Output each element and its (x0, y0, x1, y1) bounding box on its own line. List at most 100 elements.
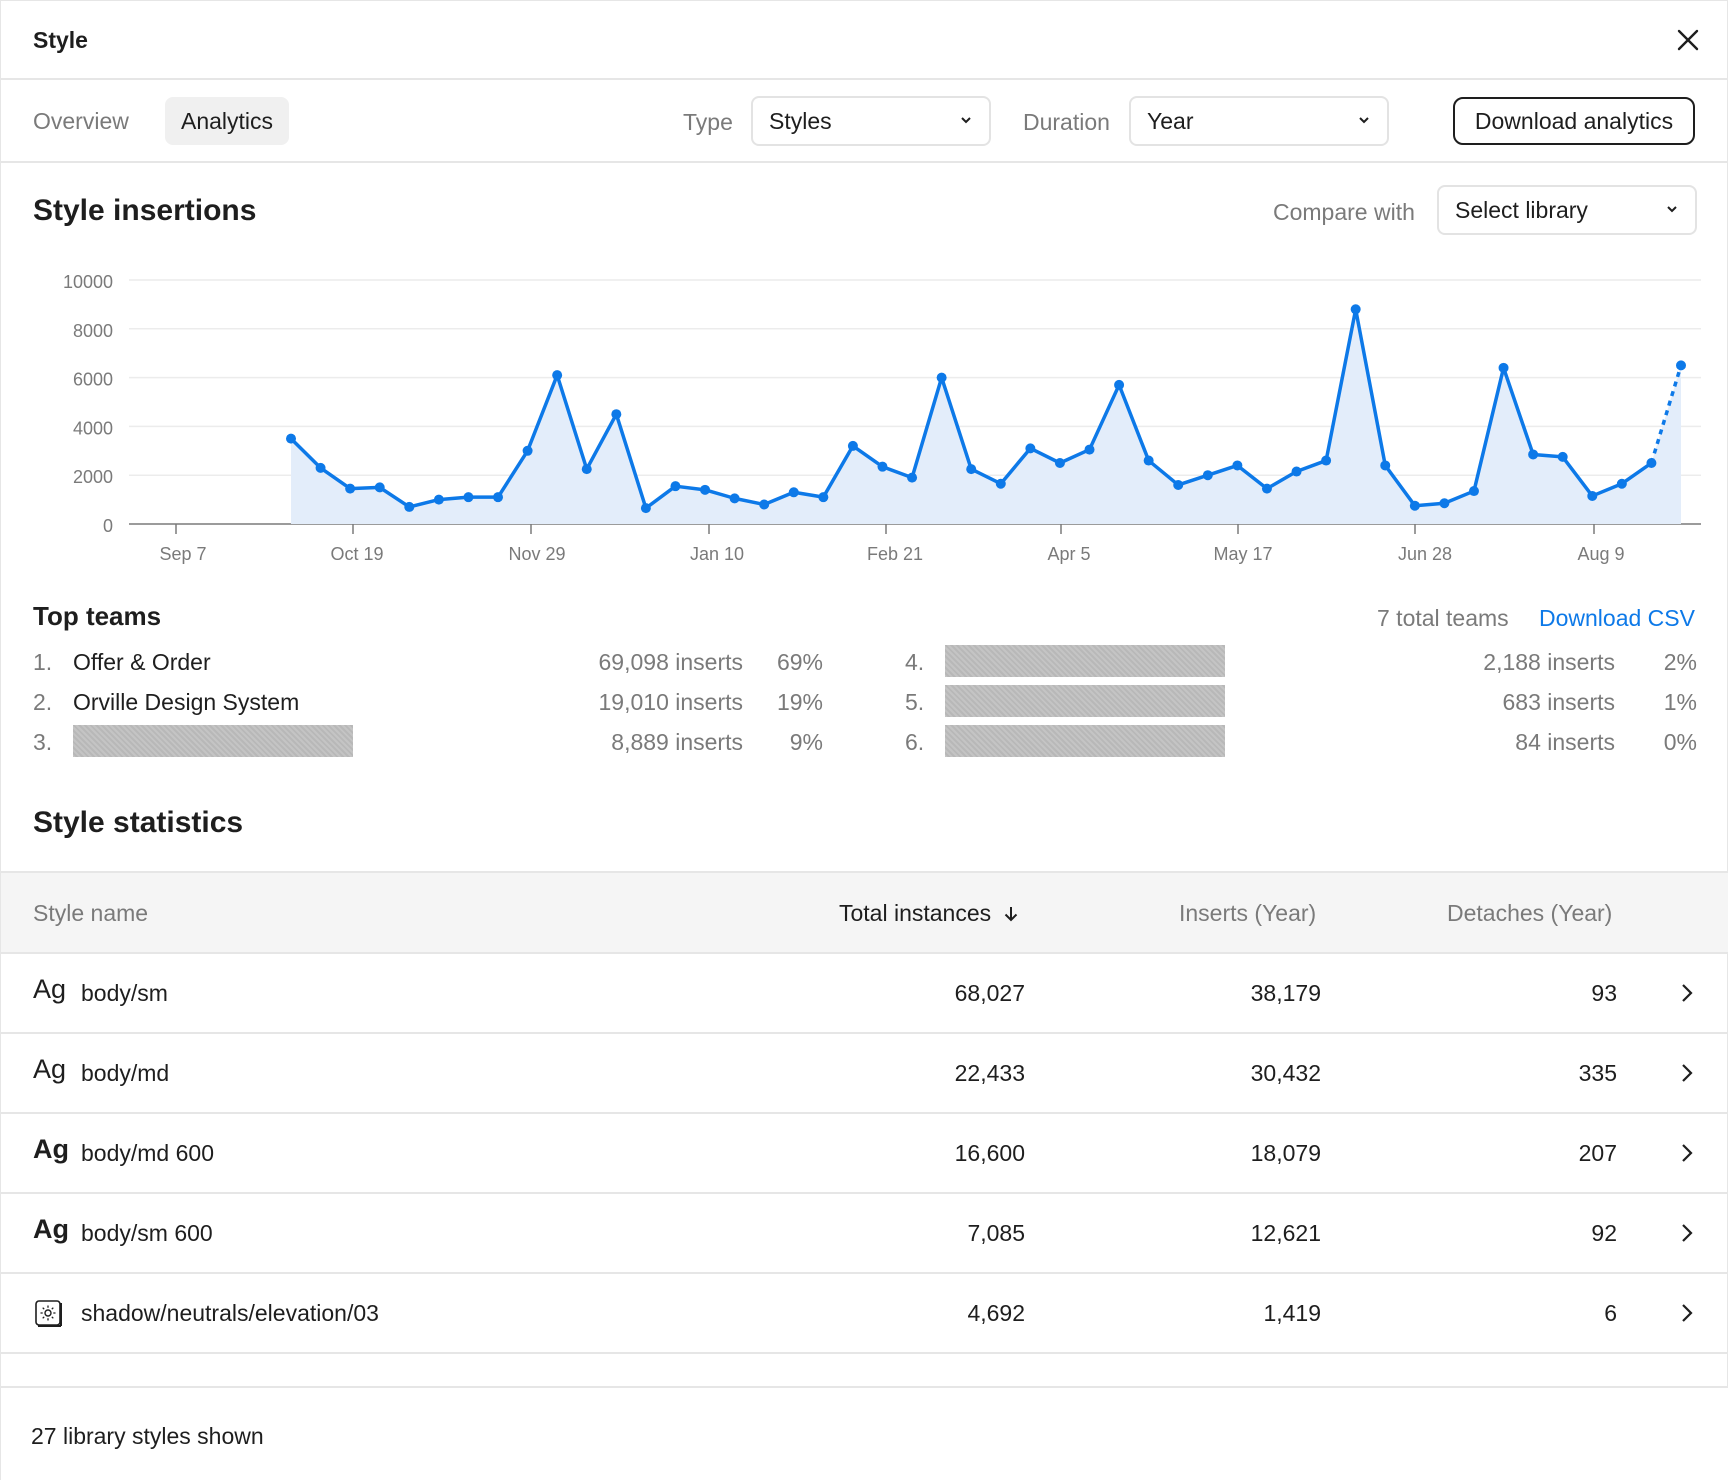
team-percent: 1% (1663, 689, 1697, 715)
x-tick-label: Nov 29 (508, 544, 565, 564)
style-name: body/md 600 (81, 1140, 214, 1166)
top-teams-title: Top teams (33, 601, 162, 631)
table-row[interactable]: Ag body/md 600 16,600 18,079 207 (1, 1114, 1728, 1194)
data-point (345, 483, 356, 494)
chevron-down-icon (961, 117, 971, 124)
chevron-right-icon[interactable] (1679, 1141, 1695, 1165)
chevron-right-icon[interactable] (1679, 981, 1695, 1005)
chevron-right-icon[interactable] (1679, 1061, 1695, 1085)
close-icon[interactable] (1673, 25, 1703, 55)
data-point (374, 482, 385, 493)
compare-library-select[interactable]: Select library (1437, 185, 1697, 235)
column-style-name[interactable]: Style name (33, 900, 149, 926)
chevron-down-icon (1359, 117, 1369, 124)
team-inserts: 2,188 inserts (1483, 649, 1615, 675)
data-point (1084, 444, 1095, 455)
cell-total: 4,692 (967, 1300, 1025, 1326)
team-rank: 2. (33, 689, 53, 715)
table-row[interactable]: shadow/neutrals/elevation/03 4,692 1,419 6 (1, 1274, 1728, 1354)
download-analytics-button[interactable]: Download analytics (1453, 97, 1695, 145)
duration-select[interactable]: Year (1129, 96, 1389, 146)
x-tick-label: Oct 19 (330, 544, 383, 564)
total-teams-count: 7 total teams (1377, 605, 1509, 631)
data-point (1054, 458, 1065, 468)
compare-select-value: Select library (1455, 197, 1588, 223)
team-inserts: 84 inserts (1515, 729, 1615, 755)
data-point (1291, 466, 1302, 477)
styles-shown-count: 27 library styles shown (31, 1423, 264, 1449)
data-point (522, 445, 533, 456)
table-row[interactable]: Ag body/sm 600 7,085 12,621 92 (1, 1194, 1728, 1274)
table-row[interactable]: Ag body/md 22,433 30,432 335 (1, 1034, 1728, 1114)
team-rank: 5. (905, 689, 925, 715)
data-point (847, 440, 858, 451)
tab-overview[interactable]: Overview (33, 108, 129, 134)
data-point (936, 372, 947, 383)
team-rank: 4. (905, 649, 925, 675)
type-select[interactable]: Styles (751, 96, 991, 146)
table-header: Style name Total instances Inserts (Year… (1, 871, 1728, 954)
team-percent: 0% (1663, 729, 1697, 755)
chevron-right-icon[interactable] (1679, 1221, 1695, 1245)
data-point (581, 464, 592, 475)
column-detaches[interactable]: Detaches (Year) (1447, 900, 1613, 926)
x-tick-label: Aug 9 (1577, 544, 1624, 564)
data-point (1114, 379, 1125, 390)
x-tick-label: May 17 (1213, 544, 1272, 564)
arrow-down-icon (1004, 907, 1017, 922)
data-point (788, 487, 799, 498)
type-label: Type (683, 109, 733, 135)
team-percent: 9% (789, 729, 823, 755)
text-style-icon: Ag (33, 1054, 67, 1084)
compare-label: Compare with (1273, 199, 1415, 225)
y-tick-label: 4000 (73, 418, 113, 438)
download-csv-link[interactable]: Download CSV (1539, 605, 1695, 631)
insertions-chart: 0 2000 4000 6000 8000 10000 Sep 7 Oct 19 Nov 29 J… (63, 272, 1701, 564)
data-point (1173, 479, 1184, 490)
team-name: Offer & Order (73, 649, 211, 675)
y-tick-label: 6000 (73, 370, 113, 390)
data-point (286, 433, 296, 444)
data-point (1587, 490, 1598, 501)
team-percent: 2% (1663, 649, 1697, 675)
data-point (1380, 460, 1391, 471)
series-line-projected (1649, 364, 1683, 464)
data-point (1528, 449, 1539, 460)
team-row: 3. 8,889 inserts 9% (33, 725, 833, 759)
cell-total: 22,433 (954, 1060, 1025, 1086)
column-total-label: Total instances (839, 900, 992, 926)
data-point (877, 461, 888, 472)
cell-inserts: 1,419 (1263, 1300, 1321, 1326)
data-point (1409, 500, 1420, 511)
style-name: body/sm (81, 980, 168, 1006)
cell-total: 7,085 (967, 1220, 1025, 1246)
cell-inserts: 18,079 (1250, 1140, 1321, 1166)
text-style-icon: Ag (33, 1214, 69, 1244)
column-total-instances[interactable]: Total instances (839, 900, 1020, 927)
data-point (1498, 362, 1509, 373)
cell-inserts: 12,621 (1250, 1220, 1321, 1246)
tab-analytics[interactable]: Analytics (165, 97, 290, 145)
team-name: Orville Design System (73, 689, 300, 715)
data-point (1646, 458, 1657, 468)
duration-label: Duration (1023, 109, 1110, 135)
team-rank: 3. (33, 729, 53, 755)
data-point (404, 501, 415, 512)
type-select-value: Styles (769, 108, 832, 134)
table-row[interactable]: Ag body/sm 68,027 38,179 93 (1, 954, 1728, 1034)
team-percent: 19% (776, 689, 823, 715)
redacted-team-name (945, 725, 1225, 757)
x-tick-label: Apr 5 (1047, 544, 1090, 564)
data-point (433, 494, 444, 505)
team-rank: 1. (33, 649, 53, 675)
column-inserts[interactable]: Inserts (Year) (1179, 900, 1317, 926)
team-rank: 6. (905, 729, 925, 755)
chevron-right-icon[interactable] (1679, 1301, 1695, 1325)
panel-footer: 27 library styles shown (1, 1386, 1728, 1480)
style-name: shadow/neutrals/elevation/03 (81, 1300, 379, 1326)
chevron-down-icon (1667, 206, 1677, 213)
style-name: body/md (81, 1060, 170, 1086)
y-tick-label: 0 (103, 516, 113, 536)
x-tick-label: Feb 21 (867, 544, 923, 564)
